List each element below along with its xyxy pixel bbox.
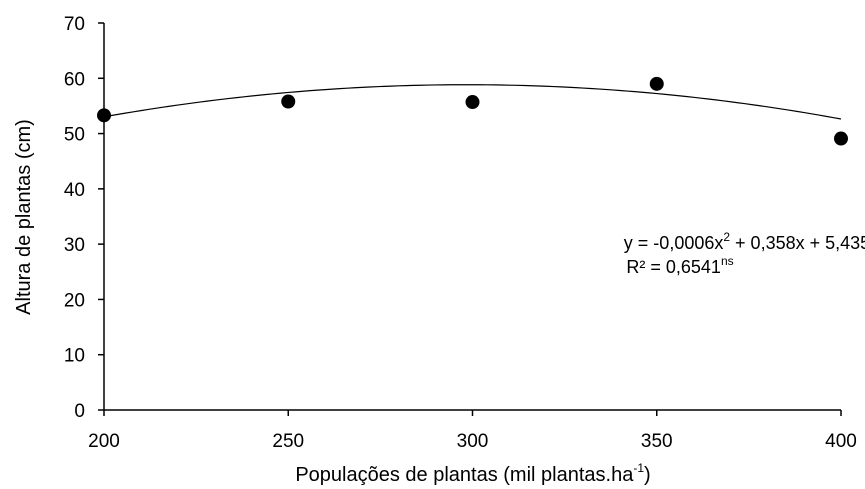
x-axis-title: Populações de plantas (mil plantas.ha-1) — [295, 461, 650, 486]
data-point — [649, 76, 664, 91]
trendline-group — [103, 84, 842, 120]
trendline — [103, 84, 842, 120]
y-axis-title: Altura de plantas (cm) — [13, 119, 35, 315]
x-tick-label: 400 — [825, 431, 857, 452]
trendline-equation: y = -0,0006x2 + 0,358x + 5,4354 — [624, 230, 865, 253]
data-point — [465, 95, 480, 110]
y-tick-label: 40 — [64, 180, 85, 201]
x-tick-label: 200 — [88, 431, 120, 452]
y-tick-labels: 0 10 20 30 40 50 60 70 — [64, 14, 85, 422]
x-axis-title-main: Populações de plantas (mil plantas.ha — [295, 464, 634, 486]
data-points — [97, 76, 848, 146]
x-tick-label: 250 — [272, 431, 304, 452]
x-axis-title-end: ) — [644, 464, 651, 486]
x-tick-label: 350 — [641, 431, 673, 452]
r-squared-label: R² = 0,6541ns — [626, 254, 733, 277]
x-tick-labels: 200 250 300 350 400 — [88, 431, 857, 452]
y-tick-label: 0 — [74, 401, 85, 422]
r-squared-significance: ns — [721, 254, 734, 268]
r-squared-value: R² = 0,6541 — [626, 257, 721, 277]
y-tick-label: 10 — [64, 346, 85, 367]
x-axis-title-superscript: -1 — [633, 461, 644, 475]
equation-part-2: + 0,358x + 5,4354 — [730, 233, 865, 253]
y-tick-label: 70 — [64, 14, 85, 35]
data-point — [97, 108, 111, 123]
y-tick-label: 60 — [64, 69, 85, 90]
equation-part-1: y = -0,0006x — [624, 233, 724, 253]
y-tick-label: 50 — [64, 125, 85, 146]
data-point — [281, 94, 296, 109]
equation-superscript: 2 — [723, 230, 730, 244]
y-tick-label: 30 — [64, 235, 85, 256]
y-axis — [98, 22, 105, 411]
data-point — [834, 131, 848, 146]
y-tick-label: 20 — [64, 290, 85, 311]
x-axis — [103, 409, 842, 416]
x-tick-label: 300 — [457, 431, 489, 452]
